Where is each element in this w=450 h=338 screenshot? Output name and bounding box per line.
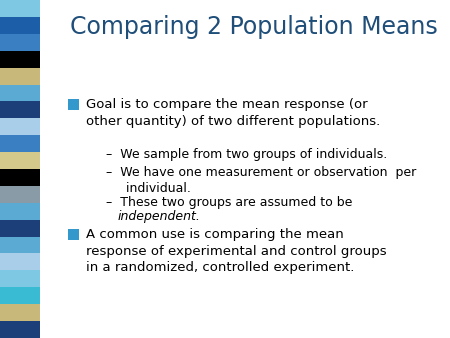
Bar [0, 169, 40, 186]
Text: Comparing 2 Population Means: Comparing 2 Population Means [70, 15, 438, 39]
Bar [0, 135, 40, 152]
Bar [0, 118, 40, 135]
Text: –  These two groups are assumed to be: – These two groups are assumed to be [106, 196, 352, 209]
Bar [0, 84, 40, 101]
Text: independent.: independent. [118, 210, 201, 223]
Bar [68, 99, 79, 110]
Bar [0, 287, 40, 304]
Bar [0, 152, 40, 169]
Bar [0, 321, 40, 338]
Text: –  We have one measurement or observation  per
     individual.: – We have one measurement or observation… [106, 166, 416, 195]
Bar [0, 0, 40, 17]
Text: Goal is to compare the mean response (or
other quantity) of two different popula: Goal is to compare the mean response (or… [86, 98, 380, 127]
Bar [0, 237, 40, 254]
Bar [0, 17, 40, 34]
Bar [0, 203, 40, 220]
Bar [68, 229, 79, 240]
Bar [0, 270, 40, 287]
Bar [0, 304, 40, 321]
Bar [0, 186, 40, 203]
Text: –  We sample from two groups of individuals.: – We sample from two groups of individua… [106, 148, 387, 161]
Text: A common use is comparing the mean
response of experimental and control groups
i: A common use is comparing the mean respo… [86, 228, 387, 274]
Bar [0, 220, 40, 237]
Bar [0, 101, 40, 118]
Bar [0, 34, 40, 51]
Bar [0, 254, 40, 270]
Bar [0, 68, 40, 84]
Bar [0, 51, 40, 68]
